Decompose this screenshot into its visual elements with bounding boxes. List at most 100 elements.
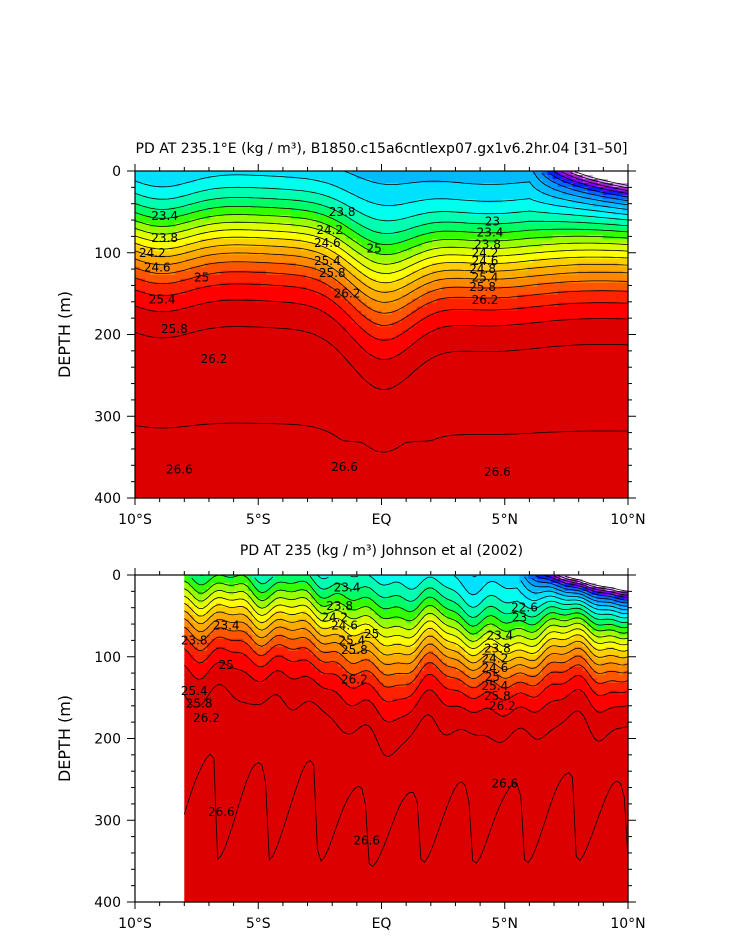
- contour-cell: [170, 198, 176, 204]
- contour-cell: [155, 466, 161, 471]
- contour-cell: [270, 179, 277, 184]
- contour-cell: [386, 183, 393, 188]
- contour-cell: [265, 398, 272, 403]
- contour-cell: [230, 454, 237, 459]
- contour-cell: [190, 171, 196, 176]
- contour-cell: [290, 338, 297, 344]
- contour-cell: [175, 366, 181, 371]
- contour-cell: [376, 426, 383, 431]
- contour-cell: [416, 486, 423, 491]
- contour-cell: [265, 314, 272, 320]
- contour-cell: [346, 366, 352, 371]
- contour-cell: [436, 330, 443, 336]
- contour-cell: [185, 362, 191, 367]
- contour-cell: [285, 262, 292, 268]
- contour-cell: [416, 222, 423, 228]
- contour-cell: [436, 198, 443, 204]
- contour-cell: [155, 202, 161, 208]
- contour-cell: [391, 446, 398, 451]
- contour-cell: [265, 190, 272, 196]
- contour-cell: [361, 274, 367, 280]
- contour-cell: [270, 470, 277, 475]
- contour-cell: [180, 338, 186, 344]
- contour-cell: [205, 294, 211, 300]
- contour-cell: [426, 398, 433, 403]
- contour-cell: [436, 394, 443, 399]
- contour-cell: [250, 183, 257, 188]
- contour-cell: [140, 438, 146, 443]
- contour-cell: [336, 470, 342, 475]
- contour-cell: [351, 198, 357, 204]
- contour-cell: [351, 250, 357, 256]
- contour-cell: [436, 262, 443, 268]
- contour-cell: [391, 282, 398, 288]
- contour-cell: [285, 338, 292, 344]
- contour-cell: [175, 390, 181, 395]
- contour-cell: [381, 238, 388, 244]
- contour-cell: [155, 318, 161, 324]
- contour-cell: [391, 418, 398, 423]
- contour-cell: [135, 358, 141, 363]
- contour-cell: [371, 418, 377, 423]
- contour-cell: [391, 334, 398, 340]
- contour-cell: [351, 222, 357, 228]
- contour-cell: [200, 270, 206, 276]
- contour-cell: [421, 494, 428, 499]
- contour-cell: [180, 179, 186, 184]
- contour-cell: [321, 278, 327, 284]
- contour-cell: [401, 442, 408, 447]
- contour-cell: [175, 266, 181, 272]
- contour-cell: [230, 434, 237, 439]
- contour-cell: [346, 282, 352, 288]
- contour-cell: [275, 482, 282, 487]
- contour-cell: [406, 370, 413, 375]
- contour-cell: [376, 290, 383, 296]
- contour-cell: [190, 470, 196, 475]
- contour-cell: [165, 470, 171, 475]
- contour-cell: [411, 210, 418, 216]
- contour-cell: [255, 358, 262, 363]
- contour-cell: [436, 370, 443, 375]
- contour-cell: [346, 262, 352, 268]
- contour-cell: [386, 342, 393, 348]
- contour-cell: [180, 214, 186, 220]
- contour-cell: [426, 318, 433, 324]
- contour-cell: [225, 310, 232, 316]
- contour-cell: [275, 402, 282, 407]
- contour-cell: [220, 234, 227, 240]
- contour-cell: [381, 242, 388, 248]
- contour-cell: [180, 206, 186, 212]
- contour-cell: [396, 302, 403, 308]
- contour-cell: [285, 458, 292, 463]
- contour-cell: [336, 298, 342, 304]
- contour-cell: [326, 490, 332, 495]
- contour-cell: [135, 298, 141, 304]
- contour-cell: [316, 218, 322, 224]
- contour-cell: [255, 494, 262, 499]
- contour-cell: [376, 214, 383, 220]
- contour-cell: [290, 187, 297, 192]
- contour-cell: [386, 286, 393, 292]
- contour-cell: [406, 294, 413, 300]
- contour-cell: [285, 466, 292, 471]
- contour-cell: [431, 206, 438, 212]
- contour-cell: [421, 490, 428, 495]
- contour-cell: [205, 310, 211, 316]
- contour-cell: [225, 198, 232, 204]
- contour-cell: [220, 274, 227, 280]
- contour-cell: [145, 414, 151, 419]
- contour-cell: [145, 262, 151, 268]
- contour-cell: [316, 206, 322, 212]
- contour-cell: [195, 171, 201, 176]
- contour-cell: [391, 422, 398, 427]
- contour-cell: [245, 358, 252, 363]
- contour-cell: [155, 298, 161, 304]
- contour-cell: [225, 450, 232, 455]
- contour-cell: [235, 175, 242, 180]
- contour-cell: [265, 402, 272, 407]
- contour-cell: [336, 378, 342, 383]
- contour-cell: [220, 206, 227, 212]
- contour-cell: [361, 230, 367, 236]
- contour-cell: [220, 171, 227, 176]
- contour-cell: [396, 494, 403, 499]
